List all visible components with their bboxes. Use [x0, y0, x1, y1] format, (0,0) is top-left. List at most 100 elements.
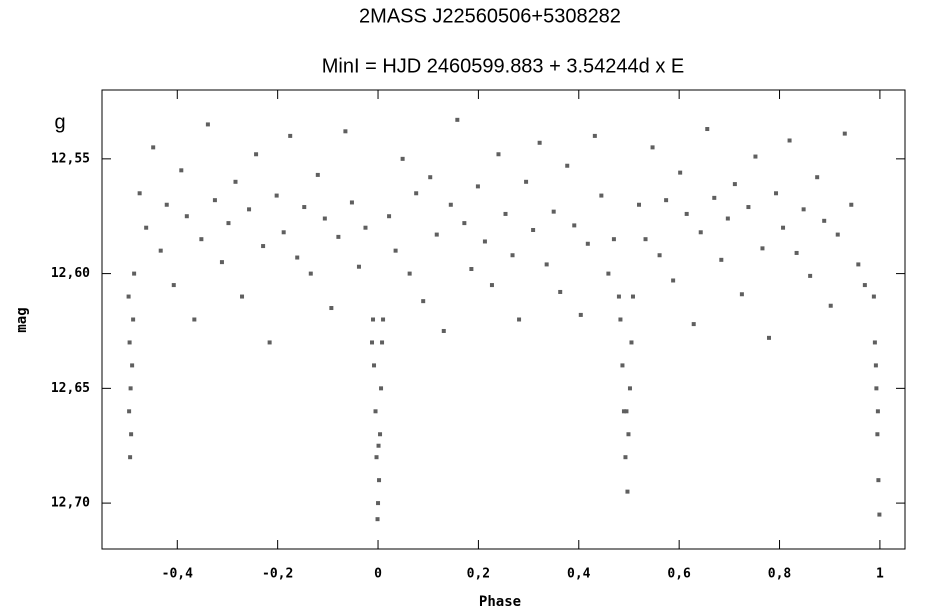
data-point: [808, 273, 813, 278]
data-point: [531, 227, 536, 232]
data-point: [302, 205, 307, 210]
data-point: [496, 152, 501, 157]
data-point: [739, 292, 744, 297]
data-point: [678, 170, 683, 175]
data-point: [219, 260, 224, 265]
data-point: [295, 255, 300, 260]
data-point: [698, 230, 703, 235]
data-point: [753, 154, 758, 159]
data-point: [537, 140, 542, 145]
data-point: [129, 432, 134, 437]
data-point: [620, 363, 625, 368]
data-point: [400, 156, 405, 161]
data-point: [336, 234, 341, 239]
data-point: [794, 250, 799, 255]
data-point: [387, 214, 392, 219]
data-point: [650, 145, 655, 150]
data-point: [469, 267, 474, 272]
data-point: [144, 225, 149, 230]
data-point: [247, 207, 252, 212]
data-point: [370, 340, 375, 345]
data-point: [657, 253, 662, 258]
data-point: [872, 340, 877, 345]
data-point: [611, 237, 616, 242]
data-point: [489, 283, 494, 288]
data-point: [760, 246, 765, 251]
data-point: [875, 409, 880, 414]
data-point: [329, 306, 334, 311]
data-point: [130, 363, 135, 368]
data-point: [623, 455, 628, 460]
data-point: [616, 294, 621, 299]
data-point: [712, 195, 717, 200]
data-point: [873, 363, 878, 368]
data-point: [746, 205, 751, 210]
data-point: [877, 512, 882, 517]
data-point: [137, 191, 142, 196]
data-point: [691, 322, 696, 327]
data-point: [315, 172, 320, 177]
data-point: [565, 163, 570, 168]
data-point: [462, 221, 467, 226]
data-point: [448, 202, 453, 207]
chart-title: 2MASS J22560506+5308282: [359, 5, 621, 27]
x-tick-label: 0,2: [467, 567, 490, 582]
y-tick-label: 12,55: [51, 151, 90, 166]
data-point: [128, 386, 133, 391]
y-tick-label: 12,70: [51, 496, 90, 511]
annotation: g: [54, 111, 65, 133]
data-point: [434, 232, 439, 237]
data-point: [725, 216, 730, 221]
data-point: [503, 211, 508, 216]
data-point: [393, 248, 398, 253]
data-point: [842, 131, 847, 136]
data-point: [267, 340, 272, 345]
x-tick-label: 0,8: [768, 567, 792, 582]
data-point: [407, 271, 412, 276]
data-point: [475, 184, 480, 189]
data-point: [421, 299, 426, 304]
data-point: [629, 340, 634, 345]
data-point: [624, 409, 629, 414]
data-point: [822, 218, 827, 223]
data-point: [205, 122, 210, 127]
data-point: [179, 168, 184, 173]
data-point: [849, 202, 854, 207]
data-point: [875, 432, 880, 437]
data-point: [871, 294, 876, 299]
data-point: [281, 230, 286, 235]
data-point: [376, 501, 381, 506]
data-point: [322, 216, 327, 221]
data-point: [558, 289, 563, 294]
data-point: [372, 363, 377, 368]
x-tick-label: 0,6: [667, 567, 691, 582]
data-point: [787, 138, 792, 143]
data-point: [874, 386, 879, 391]
data-point: [876, 478, 881, 483]
data-point: [349, 200, 354, 205]
data-point: [379, 386, 384, 391]
data-point: [441, 328, 446, 333]
data-point: [828, 303, 833, 308]
data-point: [381, 317, 386, 322]
data-point: [380, 340, 385, 345]
data-point: [343, 129, 348, 134]
data-point: [599, 193, 604, 198]
data-point: [376, 443, 381, 448]
data-point: [482, 239, 487, 244]
y-tick-label: 12,65: [51, 381, 90, 396]
data-point: [455, 117, 460, 122]
data-point: [128, 455, 133, 460]
data-point: [643, 237, 648, 242]
data-point: [127, 340, 132, 345]
data-point: [671, 278, 676, 283]
data-point: [618, 317, 623, 322]
data-point: [192, 317, 197, 322]
data-point: [732, 182, 737, 187]
data-point: [627, 386, 632, 391]
x-axis-label: Phase: [479, 594, 521, 610]
data-point: [856, 262, 861, 267]
data-point: [378, 432, 383, 437]
data-point: [363, 225, 368, 230]
data-point: [637, 202, 642, 207]
